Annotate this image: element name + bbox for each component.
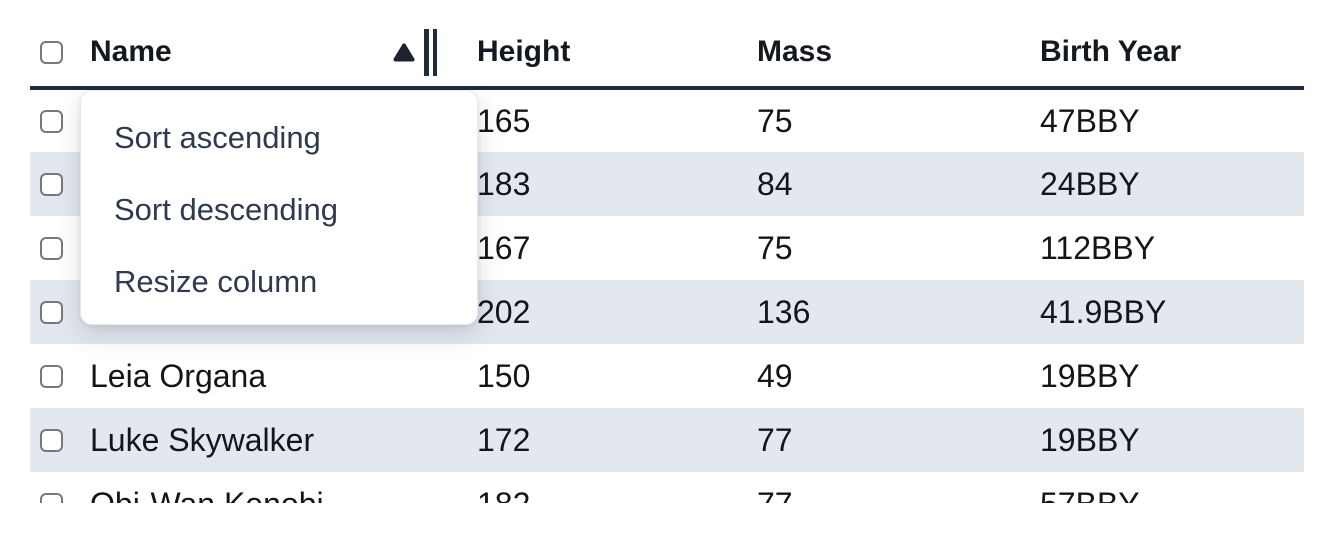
row-select-cell [30,152,90,216]
cell-mass: 84 [757,165,793,202]
row-select-cell [30,280,90,344]
row-select-cell [30,88,90,152]
cell-birth_year: 112BBY [1040,229,1156,266]
row-checkbox[interactable] [40,364,63,388]
row-checkbox[interactable] [40,172,63,196]
row-checkbox[interactable] [40,492,63,503]
menu-item-resize-column[interactable]: Resize column [114,264,318,299]
cell-birth_year: 19BBY [1040,421,1140,458]
column-header-height[interactable]: Height [477,0,757,90]
cell-name: Obi-Wan Kenobi [90,472,477,504]
row-checkbox[interactable] [40,236,63,260]
cell-mass: 49 [757,357,793,394]
cell-height: 165 [477,102,531,139]
cell-mass: 75 [757,229,793,266]
row-checkbox[interactable] [40,300,63,324]
column-header-name-label: Name [90,35,172,68]
menu-item-sort-ascending[interactable]: Sort ascending [114,120,321,155]
cell-height: 202 [477,293,531,330]
row-select-cell [30,408,90,472]
cell-birth_year: 24BBY [1040,165,1140,202]
cell-birth_year: 41.9BBY [1040,293,1167,330]
table-row: Leia Organa 150 49 19BBY [30,344,1304,408]
cell-height: 167 [477,229,531,266]
cell-height: 150 [477,357,531,394]
column-header-name[interactable]: Name [90,0,477,90]
cell-mass: 75 [757,102,793,139]
column-menu: Sort ascending Sort descending Resize colu… [80,90,478,325]
data-table: Name Height Mass Birth Year 165 75 47BBY 18… [30,0,1304,503]
table-row: Luke Skywalker 172 77 19BBY [30,408,1304,472]
cell-height: 182 [477,472,757,504]
cell-birth_year: 47BBY [1040,102,1140,139]
table-header-row: Name Height Mass Birth Year [30,0,1304,90]
cell-height: 183 [477,165,531,202]
row-checkbox[interactable] [40,428,63,452]
row-select-cell [30,472,90,503]
cell-height: 172 [477,421,531,458]
select-all-checkbox[interactable] [40,40,63,64]
cell-mass: 136 [757,293,811,330]
table-row: 167 75 112BBY [30,216,1304,280]
table-row: Obi-Wan Kenobi1827757BBY [30,472,1304,503]
row-checkbox[interactable] [40,109,63,133]
column-header-mass[interactable]: Mass [757,0,1040,90]
cell-name: Luke Skywalker [90,421,315,458]
column-header-birth-year[interactable]: Birth Year [1040,0,1304,90]
sort-ascending-icon [393,43,415,61]
column-resize-handle-icon[interactable] [424,28,437,76]
menu-item-sort-descending[interactable]: Sort descending [114,192,339,227]
cell-birth_year: 57BBY [1040,472,1304,504]
table-row: 165 75 47BBY [30,88,1304,152]
column-header-select [30,0,90,90]
cell-mass: 77 [757,421,793,458]
cell-birth_year: 19BBY [1040,357,1140,394]
row-select-cell [30,216,90,280]
cell-mass: 77 [757,472,1040,504]
row-select-cell [30,344,90,408]
cell-name: Leia Organa [90,357,267,394]
